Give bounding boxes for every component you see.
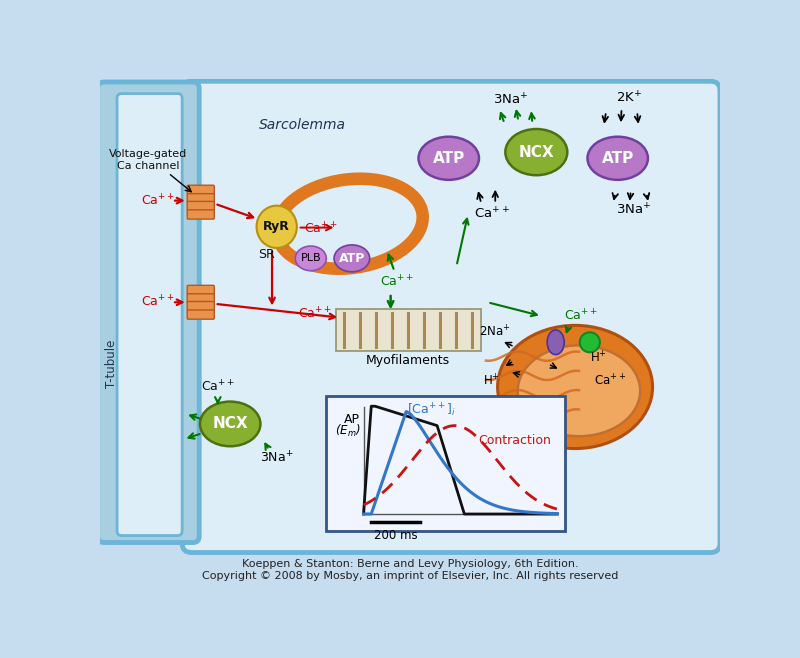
Circle shape	[580, 332, 600, 352]
FancyBboxPatch shape	[182, 82, 720, 553]
Ellipse shape	[587, 137, 648, 180]
Text: Ca$^{++}$: Ca$^{++}$	[141, 295, 175, 310]
Text: Ca$^{++}$: Ca$^{++}$	[380, 274, 414, 289]
Text: Myofilaments: Myofilaments	[366, 353, 450, 367]
Text: ($E_m$): ($E_m$)	[334, 423, 361, 439]
Text: Ca$^{++}$: Ca$^{++}$	[594, 373, 626, 388]
Text: PLB: PLB	[301, 253, 321, 263]
Text: Ca$^{++}$: Ca$^{++}$	[298, 306, 333, 322]
Text: NCX: NCX	[212, 417, 248, 432]
Text: Copyright © 2008 by Mosby, an imprint of Elsevier, Inc. All rights reserved: Copyright © 2008 by Mosby, an imprint of…	[202, 570, 618, 580]
Text: 3Na$^{+}$: 3Na$^{+}$	[615, 202, 651, 218]
Ellipse shape	[418, 137, 479, 180]
Text: Ca$^{++}$: Ca$^{++}$	[141, 193, 175, 209]
Text: 2Na$^{+}$: 2Na$^{+}$	[479, 324, 511, 339]
FancyBboxPatch shape	[117, 93, 182, 536]
Text: 3Na$^{+}$: 3Na$^{+}$	[260, 450, 294, 465]
Text: Contraction: Contraction	[478, 434, 551, 447]
Text: SR: SR	[258, 248, 275, 261]
Text: Sarcolemma: Sarcolemma	[259, 118, 346, 132]
Text: H$^{+}$: H$^{+}$	[483, 373, 500, 388]
Text: Voltage-gated
Ca channel: Voltage-gated Ca channel	[109, 149, 187, 170]
FancyBboxPatch shape	[187, 185, 214, 195]
FancyBboxPatch shape	[336, 309, 481, 351]
FancyBboxPatch shape	[187, 301, 214, 311]
Text: 2K$^{+}$: 2K$^{+}$	[616, 91, 642, 106]
Text: 200 ms: 200 ms	[374, 528, 418, 542]
Text: NCX: NCX	[518, 145, 554, 160]
Text: RyR: RyR	[263, 220, 290, 234]
Ellipse shape	[547, 330, 564, 355]
Text: [Ca$^{++}$]$_i$: [Ca$^{++}$]$_i$	[406, 401, 456, 418]
Text: ATP: ATP	[433, 151, 465, 166]
FancyBboxPatch shape	[98, 82, 199, 542]
FancyBboxPatch shape	[326, 396, 565, 531]
Text: AP: AP	[345, 413, 361, 426]
FancyBboxPatch shape	[187, 310, 214, 319]
Text: Na$^{+}$: Na$^{+}$	[509, 408, 533, 423]
Text: T-tubule: T-tubule	[105, 340, 118, 388]
Ellipse shape	[518, 345, 640, 436]
FancyBboxPatch shape	[187, 286, 214, 295]
Ellipse shape	[295, 246, 326, 270]
Text: Ca$^{++}$: Ca$^{++}$	[474, 206, 510, 221]
Ellipse shape	[257, 205, 297, 248]
FancyBboxPatch shape	[187, 193, 214, 203]
Text: Koeppen & Stanton: Berne and Levy Physiology, 6th Edition.: Koeppen & Stanton: Berne and Levy Physio…	[242, 559, 578, 569]
Ellipse shape	[506, 129, 567, 175]
Ellipse shape	[200, 401, 261, 446]
Text: Ca$^{++}$: Ca$^{++}$	[304, 222, 338, 237]
Text: H$^{+}$: H$^{+}$	[590, 350, 607, 365]
Text: ATP: ATP	[602, 151, 634, 166]
Text: Ca$^{++}$: Ca$^{++}$	[201, 379, 234, 395]
FancyBboxPatch shape	[187, 210, 214, 219]
Ellipse shape	[498, 325, 653, 449]
FancyBboxPatch shape	[187, 201, 214, 211]
FancyBboxPatch shape	[187, 293, 214, 303]
Ellipse shape	[334, 245, 370, 272]
Text: 3Na$^{+}$: 3Na$^{+}$	[493, 92, 529, 107]
Text: ATP: ATP	[338, 252, 365, 265]
Text: Ca$^{++}$: Ca$^{++}$	[563, 309, 598, 324]
